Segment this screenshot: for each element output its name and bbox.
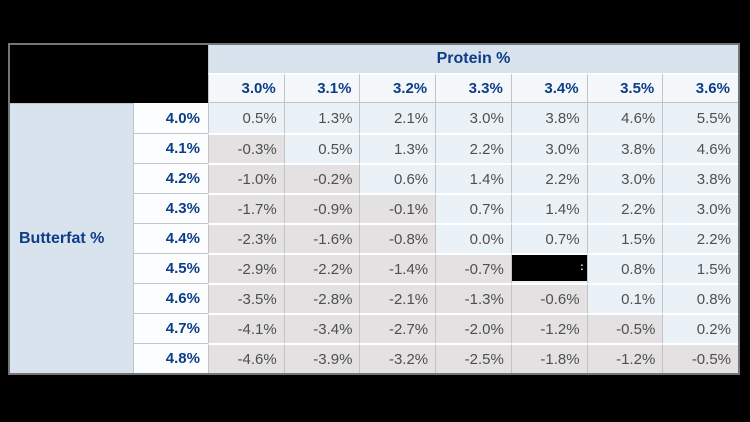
data-cell: -2.0% [435,313,511,343]
data-cell: -0.9% [283,193,360,223]
data-cell: -0.8% [359,223,436,253]
row-header: 4.3% [133,193,208,223]
redaction-box-cell: : [510,253,587,283]
col-header: 3.2% [359,73,436,103]
data-cell: 0.6% [359,163,436,193]
data-cell: 2.2% [586,193,663,223]
row-header: 4.4% [133,223,208,253]
data-cell: 0.5% [283,133,360,163]
data-cell: -0.6% [510,283,587,313]
col-header: 3.0% [208,73,284,103]
sensitivity-table: Protein % Butterfat % 3.0% 3.1% 3.2% 3.3% 3.… [8,43,740,375]
data-cell: -1.2% [586,343,663,373]
data-cell: 4.6% [586,103,663,133]
data-cell: 1.5% [586,223,663,253]
row-header: 4.6% [133,283,208,313]
col-header: 3.6% [662,73,738,103]
data-cell: 0.7% [510,223,587,253]
redaction-blackout: : [511,255,587,281]
data-cell: -0.5% [662,343,738,373]
data-cell: 1.3% [359,133,436,163]
data-cell: -0.1% [359,193,436,223]
data-cell: -1.4% [359,253,436,283]
data-cell: 2.2% [662,223,738,253]
data-cell: -3.5% [208,283,284,313]
row-header: 4.8% [133,343,208,373]
data-cell: 0.5% [208,103,284,133]
row-header: 4.0% [133,103,208,133]
data-cell: -2.1% [359,283,436,313]
data-cell: -1.2% [510,313,587,343]
col-header: 3.4% [510,73,587,103]
data-cell: 0.8% [662,283,738,313]
data-cell: -1.8% [510,343,587,373]
data-cell: 3.0% [586,163,663,193]
data-cell: -2.5% [435,343,511,373]
data-cell: -1.3% [435,283,511,313]
data-cell: 0.7% [435,193,511,223]
data-cell: 0.2% [662,313,738,343]
data-cell: 0.8% [586,253,663,283]
col-header: 3.1% [283,73,360,103]
data-cell: 2.2% [510,163,587,193]
row-axis-label: Butterfat % [10,103,133,373]
data-cell: -3.4% [283,313,360,343]
data-cell: -3.2% [359,343,436,373]
data-cell: -1.6% [283,223,360,253]
data-cell: 0.1% [586,283,663,313]
data-cell: 1.4% [435,163,511,193]
data-cell: 4.6% [662,133,738,163]
row-header: 4.5% [133,253,208,283]
data-cell: -1.7% [208,193,284,223]
data-cell: 3.8% [586,133,663,163]
data-cell: 0.0% [435,223,511,253]
data-cell: 3.0% [435,103,511,133]
data-cell: -0.2% [283,163,360,193]
data-cell: -2.3% [208,223,284,253]
data-cell: -0.3% [208,133,284,163]
data-cell: 3.8% [510,103,587,133]
data-cell: -0.7% [435,253,511,283]
data-cell: 5.5% [662,103,738,133]
col-header: 3.5% [586,73,663,103]
data-cell: -2.8% [283,283,360,313]
data-cell: -0.5% [586,313,663,343]
data-cell: 2.2% [435,133,511,163]
data-cell: 1.4% [510,193,587,223]
data-cell: -1.0% [208,163,284,193]
data-cell: 1.3% [283,103,360,133]
data-cell: -4.6% [208,343,284,373]
data-cell: 3.0% [510,133,587,163]
data-cell: -2.9% [208,253,284,283]
redaction-box-corner [10,45,208,103]
data-cell: -4.1% [208,313,284,343]
data-cell: 2.1% [359,103,436,133]
data-cell: -3.9% [283,343,360,373]
data-cell: -2.2% [283,253,360,283]
data-cell: -2.7% [359,313,436,343]
row-header: 4.1% [133,133,208,163]
redaction-artifact: : [580,262,584,273]
row-header: 4.7% [133,313,208,343]
col-axis-label: Protein % [208,45,738,73]
row-header: 4.2% [133,163,208,193]
data-cell: 1.5% [662,253,738,283]
data-cell: 3.0% [662,193,738,223]
col-header: 3.3% [435,73,511,103]
data-cell: 3.8% [662,163,738,193]
